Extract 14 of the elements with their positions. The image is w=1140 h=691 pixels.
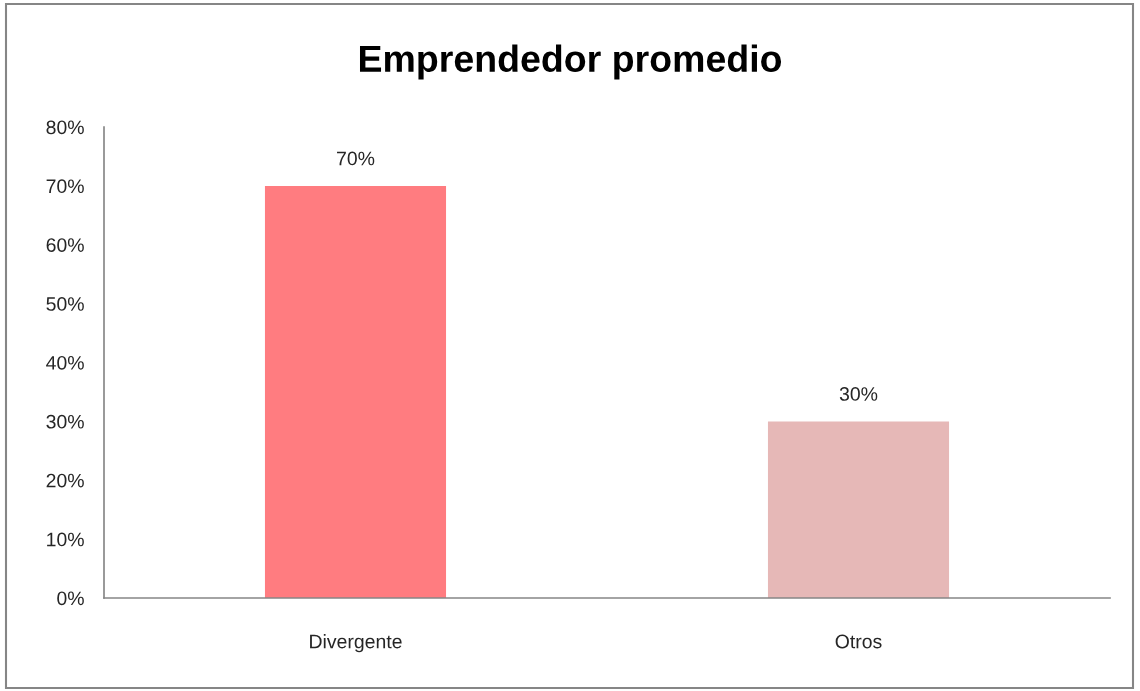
x-tick-label: Divergente (310, 634, 402, 653)
x-tick-label: Otros (835, 634, 882, 649)
y-tick-label: 10% (47, 532, 84, 547)
data-label: 30% (839, 387, 878, 401)
chart-title: Emprendedor promedio (359, 44, 782, 80)
y-tick-label: 0% (57, 591, 84, 606)
y-tick-label: 20% (46, 473, 84, 488)
y-tick-label: 50% (46, 297, 84, 311)
y-tick-label: 30% (46, 414, 84, 429)
y-tick-label: 70% (46, 179, 84, 194)
y-tick-label: 40% (46, 355, 84, 370)
y-tick-label: 80% (46, 120, 84, 135)
y-tick-label: 60% (46, 238, 84, 252)
data-label: 70% (337, 151, 375, 166)
